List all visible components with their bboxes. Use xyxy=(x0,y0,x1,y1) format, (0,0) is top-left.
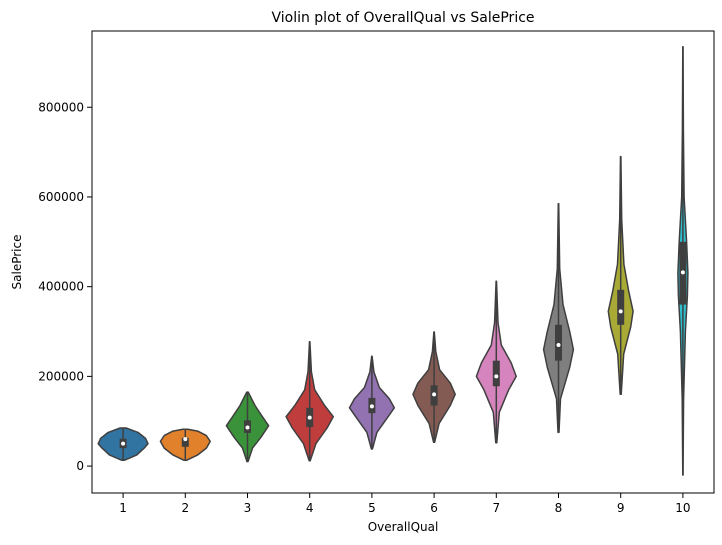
x-tick-label: 7 xyxy=(492,501,500,515)
y-tick-label: 600000 xyxy=(38,190,84,204)
x-tick-label: 6 xyxy=(430,501,438,515)
violin-iqr-box xyxy=(492,360,500,387)
violin-median-dot xyxy=(183,437,188,442)
violin-3 xyxy=(225,391,270,463)
violin-1 xyxy=(97,427,149,462)
x-tick-label: 4 xyxy=(306,501,314,515)
violin-5 xyxy=(348,355,396,450)
y-tick-label: 200000 xyxy=(38,369,84,383)
y-tick-label: 0 xyxy=(76,459,84,473)
y-tick-label: 400000 xyxy=(38,280,84,294)
violin-4 xyxy=(285,341,335,462)
x-tick-label: 8 xyxy=(555,501,563,515)
chart-title: Violin plot of OverallQual vs SalePrice xyxy=(271,10,534,26)
violin-iqr-box xyxy=(555,324,562,361)
x-tick-label: 1 xyxy=(119,501,127,515)
y-tick-label: 800000 xyxy=(38,100,84,114)
violin-median-dot xyxy=(121,441,126,446)
x-axis-title: OverallQual xyxy=(368,520,439,534)
violin-median-dot xyxy=(369,404,374,409)
violin-median-dot xyxy=(556,342,561,347)
x-tick-label: 5 xyxy=(368,501,376,515)
violin-median-dot xyxy=(618,309,623,314)
violin-8 xyxy=(542,202,575,434)
x-tick-label: 2 xyxy=(181,501,189,515)
plot-area xyxy=(97,45,689,476)
violin-2 xyxy=(159,428,211,462)
violin-median-dot xyxy=(245,425,250,430)
violin-median-dot xyxy=(680,270,685,275)
violin-10 xyxy=(677,45,689,476)
x-tick-label: 3 xyxy=(244,501,252,515)
violin-9 xyxy=(607,155,634,396)
axes: 0 200000 400000 600000 800000 1 2 3 4 5 6 7 8 9 10 xyxy=(38,30,715,515)
x-tick-label: 10 xyxy=(675,501,690,515)
y-axis-title: SalePrice xyxy=(10,235,24,290)
violin-7 xyxy=(475,280,517,444)
violin-median-dot xyxy=(432,392,437,397)
violin-median-dot xyxy=(494,374,499,379)
violin-median-dot xyxy=(307,415,312,420)
violin-iqr-box xyxy=(617,289,625,325)
x-tick-label: 9 xyxy=(617,501,625,515)
violin-iqr-box xyxy=(181,437,189,447)
violin-6 xyxy=(412,331,456,444)
plot-frame xyxy=(91,30,715,494)
